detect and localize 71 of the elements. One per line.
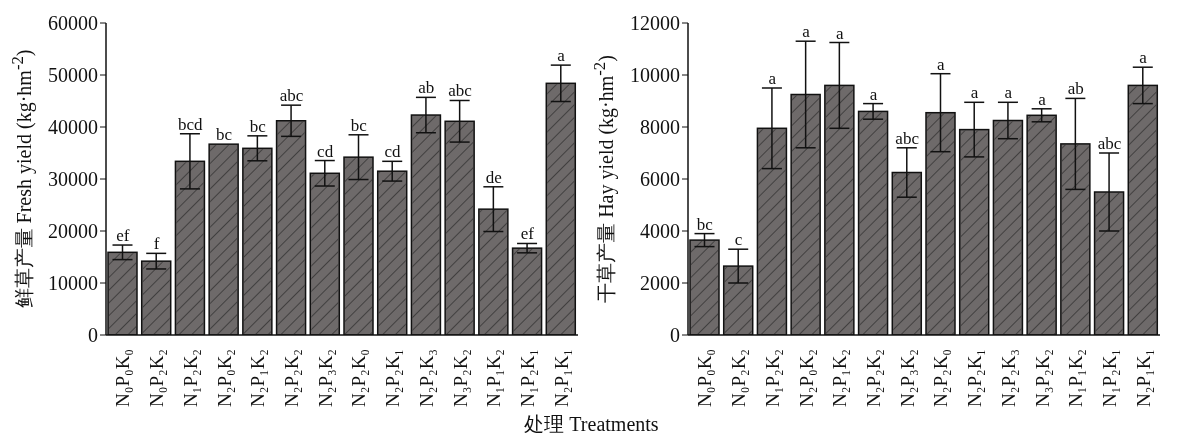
x-tick-label: N₁P₂K₂ — [179, 349, 201, 407]
annotation: a — [835, 23, 844, 43]
annotation: bc — [696, 214, 714, 234]
x-tick-label: N₀P₂K₂ — [728, 349, 750, 407]
x-tick-label: N₁P₂K₁ — [1098, 349, 1120, 407]
x-tick-label: N₁P₂K₁ — [516, 349, 538, 407]
y-tick-label: 10000 — [48, 272, 98, 295]
annotation: abc — [895, 128, 920, 148]
y-tick-label: 2000 — [640, 272, 680, 295]
annotation: abc — [1097, 134, 1122, 153]
x-tick-label: N₃P₂K₂ — [449, 349, 471, 407]
y-tick-label: 20000 — [48, 220, 98, 243]
x-tick-label: N₂P₁K₁ — [1132, 349, 1154, 407]
annotation: bc — [249, 116, 267, 136]
x-tick-label: N₂P₂K₀ — [930, 349, 952, 407]
annotation: a — [869, 84, 878, 104]
y-tick-label: 8000 — [640, 116, 680, 139]
y-tick-label: 40000 — [48, 116, 98, 139]
y-tick-label: 30000 — [48, 168, 98, 191]
annotation: abc — [448, 81, 473, 101]
x-axis-title: 处理 Treatments — [523, 413, 660, 435]
x-tick-label: N₂P₂K₂ — [280, 349, 302, 407]
y-tick-label: 12000 — [630, 12, 680, 35]
annotation: f — [153, 234, 160, 254]
annotation: a — [557, 46, 566, 66]
x-tick-label: N₂P₂K₁ — [964, 349, 986, 407]
x-tick-label: N₂P₂K₃ — [415, 349, 437, 407]
x-tick-label: N₂P₂K₀ — [348, 349, 370, 407]
annotation: a — [1139, 48, 1148, 68]
annotation: cd — [384, 142, 402, 162]
x-tick-label: N₂P₀K₂ — [795, 349, 817, 407]
annotation: de — [485, 167, 502, 187]
annotation: abc — [279, 86, 304, 106]
annotation: a — [937, 54, 946, 74]
y-tick-label: 10000 — [630, 64, 680, 87]
y-tick-label: 0 — [670, 324, 680, 347]
x-tick-label: N₂P₃K₂ — [314, 349, 336, 407]
x-tick-label: N₂P₂K₂ — [862, 349, 884, 407]
annotation: bc — [215, 125, 233, 145]
annotation: a — [802, 22, 811, 42]
x-tick-label: N₂P₂K₁ — [382, 349, 404, 407]
y-tick-label: 6000 — [640, 168, 680, 191]
annotation: a — [970, 83, 979, 103]
y-tick-label: 4000 — [640, 220, 680, 243]
annotation: a — [1038, 89, 1047, 109]
x-tick-label: N₀P₂K₂ — [146, 349, 168, 407]
y-tick-label: 50000 — [48, 64, 98, 87]
x-tick-label: N₀P₀K₀ — [112, 349, 134, 407]
x-tick-label: N₃P₂K₂ — [1031, 349, 1053, 407]
annotation: ef — [520, 224, 535, 244]
x-tick-label: N₁P₁K₂ — [483, 349, 505, 407]
x-tick-label: N₂P₁K₁ — [550, 349, 572, 407]
y-tick-label: 0 — [88, 324, 98, 347]
annotation: a — [1004, 83, 1013, 103]
annotation: a — [768, 69, 777, 88]
annotation: ab — [1067, 79, 1084, 99]
annotation: bc — [350, 115, 368, 135]
annotation: ef — [116, 226, 130, 246]
annotation: c — [734, 230, 743, 250]
x-tick-label: N₂P₀K₂ — [213, 349, 235, 407]
annotation: bcd — [178, 114, 204, 134]
y-tick-label: 60000 — [48, 12, 98, 35]
annotation: cd — [317, 141, 334, 161]
x-tick-label: N₀P₀K₀ — [694, 349, 716, 407]
x-tick-label: N₁P₂K₂ — [761, 349, 783, 407]
x-tick-label: N₂P₃K₂ — [896, 349, 918, 407]
x-tick-label: N₂P₁K₂ — [247, 349, 269, 407]
annotation: ab — [418, 78, 435, 98]
x-tick-label: N₁P₁K₂ — [1065, 349, 1087, 407]
x-tick-label: N₂P₁K₂ — [829, 349, 851, 407]
x-tick-label: N₂P₂K₃ — [997, 349, 1019, 407]
